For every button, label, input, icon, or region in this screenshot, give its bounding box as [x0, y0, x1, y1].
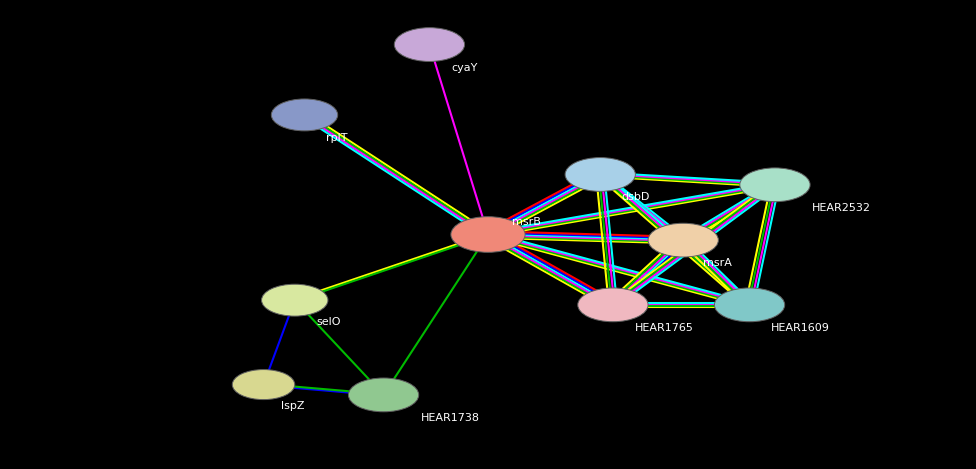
Text: HEAR1609: HEAR1609: [771, 323, 830, 333]
Circle shape: [648, 223, 718, 257]
Circle shape: [714, 288, 785, 322]
Text: selO: selO: [316, 317, 341, 327]
Circle shape: [232, 370, 295, 400]
Text: HEAR2532: HEAR2532: [812, 203, 871, 212]
Text: msrB: msrB: [512, 217, 542, 227]
Circle shape: [451, 217, 525, 252]
Circle shape: [262, 284, 328, 316]
Circle shape: [578, 288, 648, 322]
Circle shape: [394, 28, 465, 61]
Circle shape: [740, 168, 810, 202]
Text: msrA: msrA: [703, 258, 732, 268]
Text: HEAR1738: HEAR1738: [421, 413, 479, 423]
Text: HEAR1765: HEAR1765: [634, 323, 693, 333]
Text: lspZ: lspZ: [281, 401, 305, 411]
Text: cyaY: cyaY: [451, 63, 477, 73]
Circle shape: [271, 99, 338, 131]
Text: dsbD: dsbD: [622, 192, 650, 202]
Circle shape: [348, 378, 419, 412]
Text: rplT: rplT: [326, 133, 347, 143]
Circle shape: [565, 158, 635, 191]
